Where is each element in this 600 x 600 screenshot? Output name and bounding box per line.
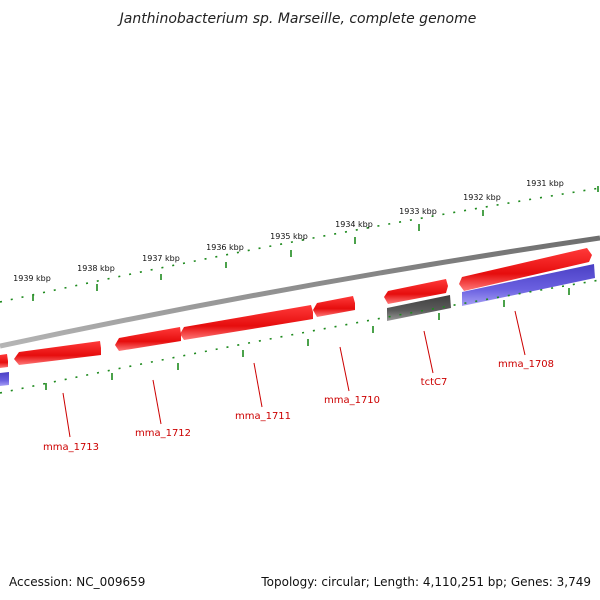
accession-text: Accession: NC_009659 — [9, 575, 145, 589]
gene-tctC7[interactable] — [384, 279, 448, 304]
label-leaders — [62, 310, 526, 438]
gene-blue-partial[interactable] — [0, 372, 9, 386]
leader-mma-1708 — [514, 310, 526, 356]
scale-label: 1939 kbp — [13, 274, 51, 283]
reverse-genes — [0, 264, 595, 386]
scale-labels: 1931 kbp 1932 kbp 1933 kbp 1934 kbp 1935… — [13, 179, 564, 283]
gene-blue-1[interactable] — [462, 264, 595, 306]
gene-label-tctC7[interactable]: tctC7 — [421, 377, 448, 388]
leader-mma-1710 — [339, 346, 350, 392]
scale-label: 1936 kbp — [206, 243, 244, 252]
scale-label: 1935 kbp — [270, 232, 308, 241]
gene-labels: mma_1708 tctC7 mma_1710 mma_1711 mma_171… — [43, 359, 554, 453]
gene-mma-1708[interactable] — [459, 248, 592, 291]
gene-mma-1711[interactable] — [180, 305, 313, 340]
lower-scale-ticks — [0, 279, 600, 394]
gene-label-mma-1711[interactable]: mma_1711 — [235, 411, 291, 422]
scale-label: 1937 kbp — [142, 254, 180, 263]
gene-label-mma-1712[interactable]: mma_1712 — [135, 428, 191, 439]
scale-label: 1938 kbp — [77, 264, 115, 273]
lower-tick-arc — [0, 279, 600, 394]
upper-scale-ticks — [0, 186, 600, 303]
leader-tctC7 — [423, 330, 434, 374]
forward-genes — [0, 248, 592, 368]
scale-label: 1934 kbp — [335, 220, 373, 229]
scale-label: 1931 kbp — [526, 179, 564, 188]
map-title: Janthinobacterium sp. Marseille, complet… — [117, 11, 477, 27]
gene-partial-left[interactable] — [0, 354, 8, 368]
gene-mma-1713[interactable] — [14, 341, 101, 365]
gene-grey-tctC7[interactable] — [387, 295, 451, 321]
scale-label: 1933 kbp — [399, 207, 437, 216]
leader-mma-1711 — [253, 362, 263, 408]
gene-mma-1712[interactable] — [115, 327, 181, 351]
gene-label-mma-1710[interactable]: mma_1710 — [324, 395, 380, 406]
leader-mma-1713 — [62, 392, 71, 438]
gene-label-mma-1713[interactable]: mma_1713 — [43, 442, 99, 453]
gene-mma-1710[interactable] — [313, 296, 355, 317]
scale-label: 1932 kbp — [463, 193, 501, 202]
genome-summary-text: Topology: circular; Length: 4,110,251 bp… — [260, 575, 591, 589]
leader-mma-1712 — [152, 379, 162, 425]
gene-label-mma-1708[interactable]: mma_1708 — [498, 359, 554, 370]
genome-backbone — [0, 235, 600, 349]
